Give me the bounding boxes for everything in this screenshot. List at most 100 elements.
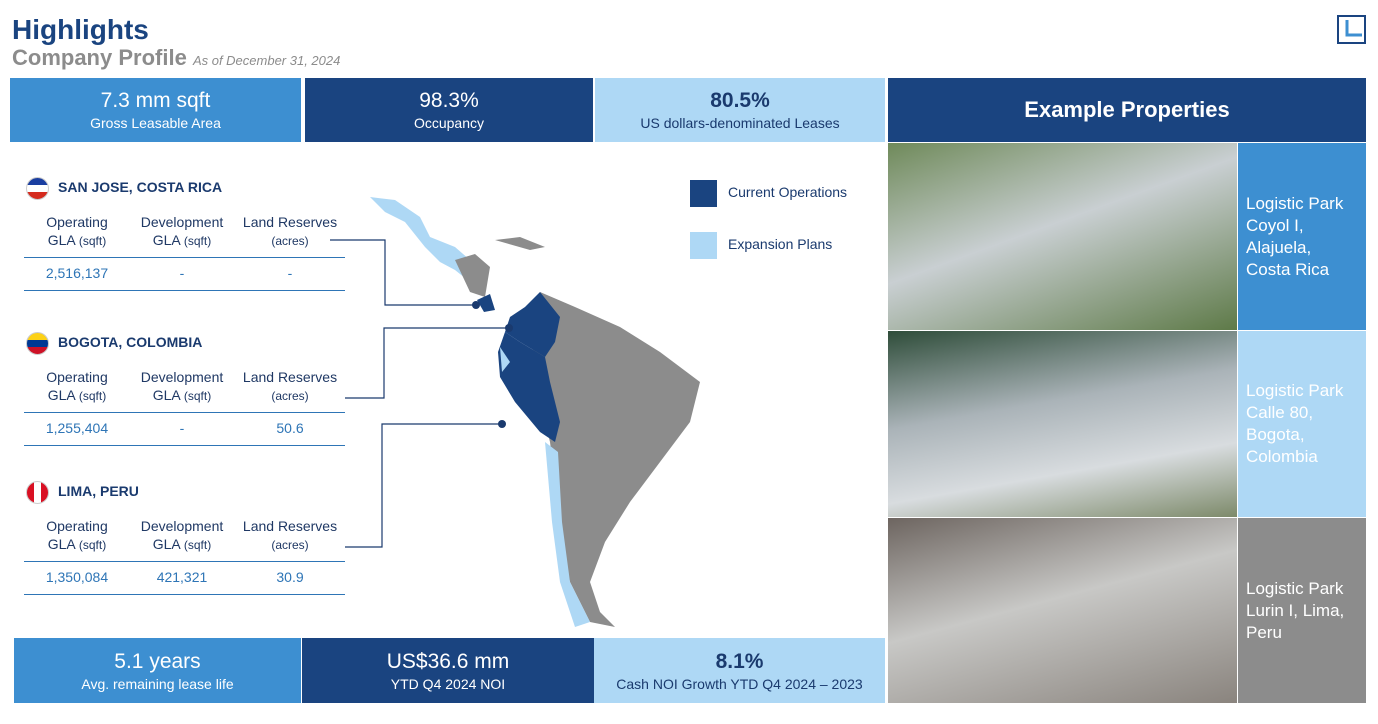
stat-box: 8.1% Cash NOI Growth YTD Q4 2024 – 2023 <box>594 638 885 703</box>
location-name: SAN JOSE, COSTA RICA <box>58 179 223 195</box>
property-name: Logistic Park Calle 80, Bogota, Colombia <box>1246 381 1344 466</box>
table-value: 1,350,084 <box>45 569 109 585</box>
flag <box>26 481 49 504</box>
header-line: GLA (sqft) <box>22 535 132 554</box>
rule <box>24 412 345 413</box>
flag <box>26 177 49 200</box>
header-line: Operating <box>46 214 108 230</box>
subtitle: Company Profile As of December 31, 2024 <box>12 45 340 71</box>
date: As of December 31, 2024 <box>192 53 341 68</box>
section-heading: Example Properties <box>888 78 1366 142</box>
header-unit: (acres) <box>271 389 309 403</box>
column-header: Development GLA (sqft) <box>127 213 237 250</box>
property-photo <box>888 331 1237 517</box>
header-line: (acres) <box>235 231 345 250</box>
header-text: GLA <box>152 536 180 552</box>
column-header: Operating GLA (sqft) <box>22 368 132 405</box>
title: Highlights <box>12 14 149 45</box>
header-line: GLA (sqft) <box>127 386 237 405</box>
stat-label: Gross Leasable Area <box>90 115 221 131</box>
property-caption: Logistic Park Lurin I, Lima, Peru <box>1238 518 1366 703</box>
header-line: Operating <box>46 369 108 385</box>
column-header: Development GLA (sqft) <box>127 368 237 405</box>
table-value: 421,321 <box>156 569 208 585</box>
column-header: Land Reserves (acres) <box>235 368 345 405</box>
header-line: GLA (sqft) <box>127 535 237 554</box>
header-text: GLA <box>47 536 75 552</box>
rule <box>24 445 345 446</box>
stat-value: 8.1% <box>715 649 764 673</box>
header-text: GLA <box>47 232 75 248</box>
rule <box>24 594 345 595</box>
stat-label: Avg. remaining lease life <box>81 675 234 692</box>
column-header: Land Reserves (acres) <box>235 517 345 554</box>
rule <box>24 561 345 562</box>
heading-text: Example Properties <box>1024 97 1230 122</box>
property-photo <box>888 143 1237 330</box>
property-name: Logistic Park Lurin I, Lima, Peru <box>1246 578 1345 642</box>
stat-box: 7.3 mm sqft Gross Leasable Area <box>10 78 301 142</box>
table-value: 1,255,404 <box>45 420 109 436</box>
stat-label: Occupancy <box>413 115 485 131</box>
header-unit: (sqft) <box>183 538 212 552</box>
column-header: Development GLA (sqft) <box>127 517 237 554</box>
table-value: 30.9 <box>276 569 304 585</box>
subtitle-text: Company Profile <box>12 45 187 70</box>
rule <box>24 257 345 258</box>
header-unit: (sqft) <box>183 234 212 248</box>
legend-swatch <box>690 232 717 259</box>
stat-box: US$36.6 mm YTD Q4 2024 NOI <box>302 638 594 703</box>
stat-label: Cash NOI Growth YTD Q4 2024 – 2023 <box>616 675 863 692</box>
column-header: Land Reserves (acres) <box>235 213 345 250</box>
property-caption: Logistic Park Calle 80, Bogota, Colombia <box>1238 331 1366 517</box>
stat-box: 80.5% US dollars-denominated Leases <box>595 78 885 142</box>
legend-swatch <box>690 180 717 207</box>
header-unit: (sqft) <box>78 538 107 552</box>
header-line: Land Reserves <box>242 518 338 534</box>
property-name: Logistic Park Coyol I, Alajuela, Costa R… <box>1246 193 1344 279</box>
table-value: - <box>287 265 293 281</box>
table-value: - <box>179 420 185 436</box>
table-value: 2,516,137 <box>45 265 109 281</box>
property-caption: Logistic Park Coyol I, Alajuela, Costa R… <box>1238 143 1366 330</box>
map <box>330 197 700 627</box>
stat-value: 7.3 mm sqft <box>100 89 211 112</box>
stat-value: 80.5% <box>710 89 770 112</box>
header-unit: (sqft) <box>78 234 107 248</box>
column-header: Operating GLA (sqft) <box>22 517 132 554</box>
header-line: GLA (sqft) <box>127 231 237 250</box>
location-name: BOGOTA, COLOMBIA <box>58 334 203 350</box>
header-line: Land Reserves <box>242 369 338 385</box>
header-line: Development <box>140 518 224 534</box>
logo <box>1337 15 1366 44</box>
column-header: Operating GLA (sqft) <box>22 213 132 250</box>
property-photo <box>888 518 1237 703</box>
header-line: Development <box>140 214 224 230</box>
header-unit: (acres) <box>271 538 309 552</box>
header-line: Operating <box>46 518 108 534</box>
header-unit: (acres) <box>271 234 309 248</box>
stat-label: YTD Q4 2024 NOI <box>390 675 506 692</box>
legend-label: Current Operations <box>728 184 848 200</box>
header-unit: (sqft) <box>183 389 212 403</box>
table-value: 50.6 <box>276 420 304 436</box>
header-line: Land Reserves <box>242 214 338 230</box>
header-line: GLA (sqft) <box>22 386 132 405</box>
header-text: GLA <box>47 387 75 403</box>
header-line: Development <box>140 369 224 385</box>
stat-value: US$36.6 mm <box>386 649 510 673</box>
header-line: (acres) <box>235 386 345 405</box>
header-text: GLA <box>152 387 180 403</box>
header-line: GLA (sqft) <box>22 231 132 250</box>
stat-value: 5.1 years <box>114 649 201 673</box>
rule <box>24 290 345 291</box>
header-unit: (sqft) <box>78 389 107 403</box>
stat-box: 98.3% Occupancy <box>305 78 593 142</box>
location-name: LIMA, PERU <box>58 483 139 499</box>
table-value: - <box>179 265 185 281</box>
stat-value: 98.3% <box>419 89 479 112</box>
stat-box: 5.1 years Avg. remaining lease life <box>14 638 301 703</box>
header-line: (acres) <box>235 535 345 554</box>
flag <box>26 332 49 355</box>
